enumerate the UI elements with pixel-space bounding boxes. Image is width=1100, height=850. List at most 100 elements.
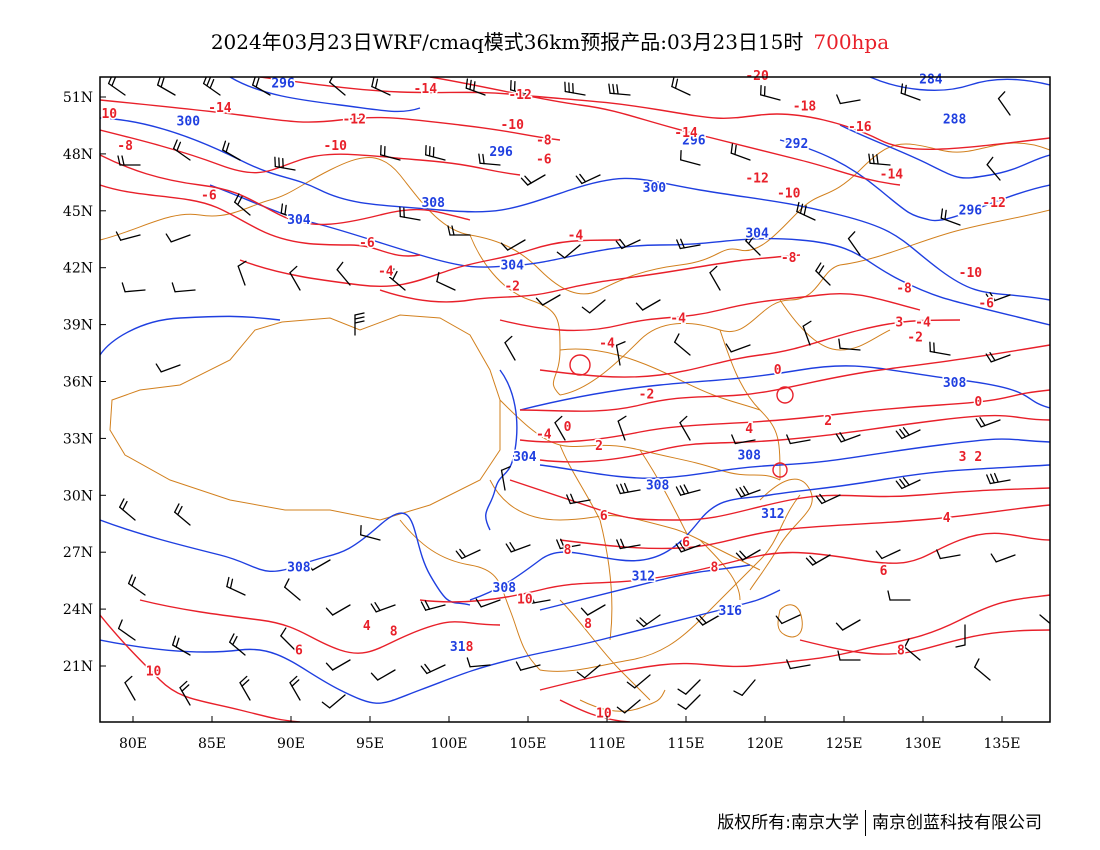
- wind-barb: [805, 554, 831, 566]
- wind-barb: [447, 225, 471, 236]
- wind-barb: [515, 661, 541, 671]
- wind-barb: [847, 231, 861, 256]
- longitude-axis: 80E 85E 90E 95E 100E 105E 110E 115E 120E 125E 130E…: [119, 716, 1020, 752]
- temperature-label: 8: [711, 560, 719, 575]
- lat-tick-label: 36N: [63, 375, 93, 391]
- temperature-label: -12: [508, 88, 531, 103]
- wind-barb: [675, 484, 701, 496]
- province-borders: [100, 142, 1050, 712]
- wind-barb: [936, 549, 961, 560]
- temperature-label: -8: [896, 281, 912, 296]
- wind-barb: [635, 299, 661, 311]
- wind-barb: [974, 658, 991, 681]
- wind-barb: [329, 77, 346, 96]
- temperature-label: 4: [745, 422, 753, 437]
- wind-barb: [815, 493, 841, 505]
- wind-barb: [695, 614, 721, 626]
- wind-barb: [222, 140, 241, 161]
- title-level: 700hpa: [813, 30, 890, 54]
- lon-tick-label: 80E: [119, 736, 147, 752]
- temperature-label: 10: [146, 665, 162, 680]
- wind-barb: [875, 549, 901, 560]
- temperature-label: 8: [584, 617, 592, 632]
- wind-barb: [786, 659, 811, 670]
- wind-barb: [837, 650, 861, 661]
- map-title: 2024年03月23日WRF/cmaq模式36km预报产品:03月23日15时 7…: [0, 26, 1100, 55]
- wind-barb: [179, 680, 191, 706]
- temperature-label: -14: [880, 168, 904, 183]
- wind-barb: [676, 238, 701, 250]
- copyright-footer: 版权所有:南京大学 南京创蓝科技有限公司: [717, 808, 1042, 836]
- temperature-label: -2: [504, 279, 520, 294]
- footer-separator: [865, 810, 866, 836]
- height-label: 300: [177, 114, 201, 129]
- title-main: 2024年03月23日WRF/cmaq模式36km预报产品:03月23日15时: [210, 30, 804, 54]
- wind-barb: [157, 77, 176, 96]
- wind-barb: [556, 538, 581, 550]
- lon-tick-label: 95E: [356, 736, 384, 752]
- wind-barb: [280, 627, 296, 651]
- temperature-label: 6: [600, 509, 608, 524]
- wind-barb: [370, 602, 396, 613]
- wind-barb: [500, 466, 511, 491]
- wind-barb: [580, 604, 606, 616]
- wind-barb: [556, 244, 581, 259]
- wind-barb: [581, 299, 606, 314]
- wind-barb: [1039, 614, 1050, 629]
- temperature-label: -16: [848, 120, 872, 135]
- wind-barb: [815, 262, 831, 286]
- wind-barb: [680, 149, 701, 166]
- temperature-label: 8: [564, 543, 572, 558]
- wind-barb: [608, 83, 631, 96]
- wind-barb: [380, 144, 401, 161]
- lon-tick-label: 130E: [905, 736, 942, 752]
- temperature-label: -4: [536, 427, 552, 442]
- height-label: 316: [718, 604, 742, 619]
- temperature-label: -6: [359, 236, 375, 251]
- terrain-white-area: [109, 314, 501, 521]
- lat-tick-label: 24N: [63, 602, 93, 618]
- temperature-label: 10: [101, 107, 117, 122]
- wind-barb: [636, 614, 661, 628]
- temperature-label: -14: [414, 82, 438, 97]
- wind-barb: [289, 675, 301, 701]
- height-label: 296: [959, 204, 983, 219]
- wind-barb: [835, 432, 861, 443]
- temperature-label: -12: [342, 113, 365, 128]
- wind-barb: [679, 415, 691, 441]
- wind-barb: [510, 79, 531, 96]
- temperature-label: 2: [824, 414, 832, 429]
- temperature-label: -12: [982, 196, 1005, 211]
- temperature-label: 4: [363, 619, 371, 634]
- wind-barb: [425, 144, 446, 161]
- copyright-left: 版权所有:南京大学: [717, 813, 859, 833]
- wind-barb: [165, 233, 191, 243]
- wind-barb: [616, 699, 641, 714]
- wind-barb: [505, 542, 531, 553]
- wind-barb: [838, 338, 861, 351]
- temperature-label: -12: [745, 171, 768, 186]
- plot-frame: [99, 76, 1051, 723]
- temperature-label: -14: [208, 101, 232, 116]
- height-label: 304: [287, 213, 311, 228]
- wind-barb: [835, 619, 861, 631]
- wind-barb: [955, 624, 966, 648]
- wind-barb: [745, 232, 761, 256]
- height-label: 288: [943, 113, 967, 128]
- lat-tick-label: 42N: [63, 261, 93, 277]
- wind-barb: [786, 434, 811, 445]
- lat-tick-label: 48N: [63, 147, 93, 163]
- wind-barb: [124, 675, 136, 701]
- temperature-label: 8: [466, 640, 474, 655]
- temperature-label: -10: [500, 118, 524, 133]
- wind-barb: [289, 265, 301, 291]
- wind-barb: [986, 472, 1011, 485]
- wind-barb: [735, 549, 761, 561]
- wind-barb: [554, 415, 566, 441]
- temperature-label: -4: [599, 336, 615, 351]
- wind-barb: [465, 78, 486, 96]
- wind-barb: [280, 203, 301, 221]
- wind-barb: [674, 333, 691, 356]
- wind-barb: [172, 635, 191, 656]
- height-label: 304: [745, 226, 769, 241]
